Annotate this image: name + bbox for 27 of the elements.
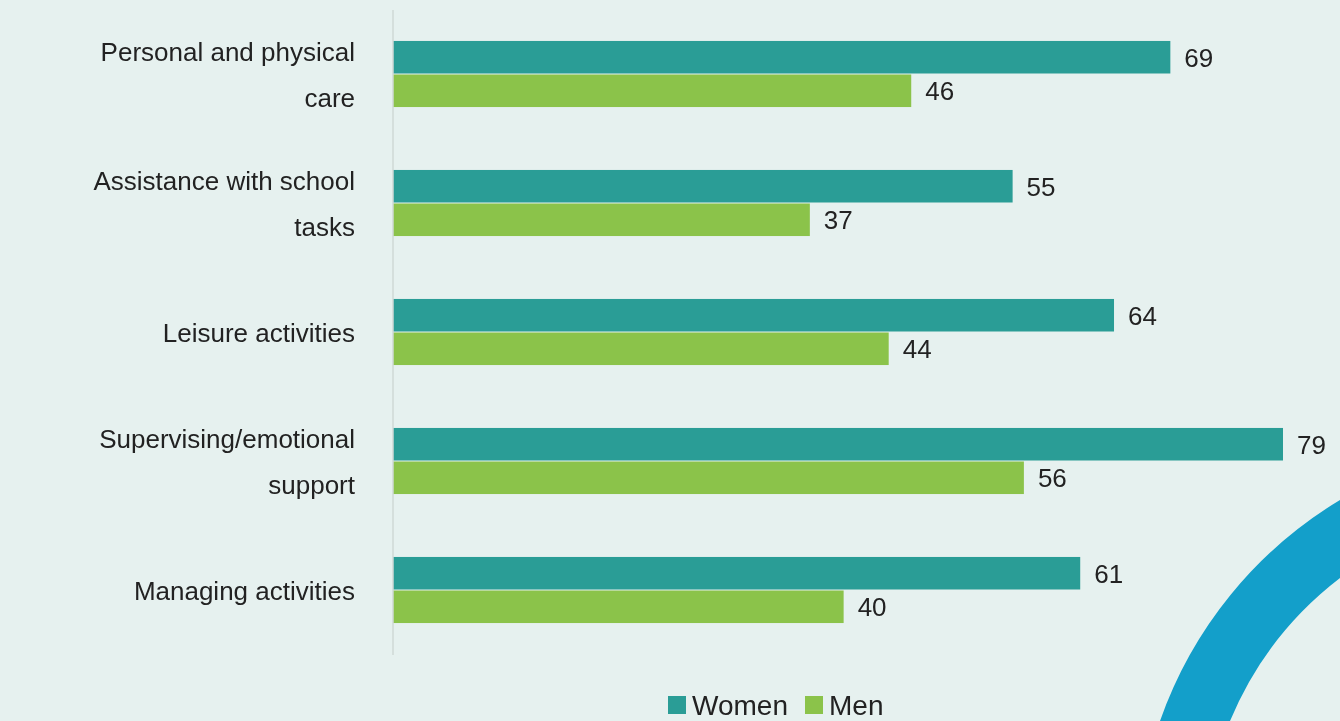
bar [393, 427, 1283, 461]
bar [393, 590, 844, 624]
bar [393, 169, 1013, 203]
data-label: 44 [902, 334, 932, 365]
bar [393, 556, 1081, 590]
data-label: 40 [857, 592, 887, 623]
y-tick-label: Leisure activities [162, 317, 355, 348]
data-label: 55 [1026, 171, 1056, 202]
data-label: 64 [1128, 300, 1157, 331]
bar [393, 40, 1171, 74]
data-label: 37 [823, 205, 853, 236]
data-label: 69 [1184, 42, 1214, 73]
y-tick-label: Personal and physical care [100, 36, 355, 113]
bar [393, 203, 810, 237]
y-tick-label: Managing activities [133, 575, 355, 606]
bar [393, 461, 1024, 495]
bar [393, 332, 889, 366]
legend-label: Men [829, 689, 884, 721]
y-tick-label: Supervising/emotional support [99, 423, 356, 500]
bar [393, 298, 1115, 332]
bar [393, 74, 912, 108]
data-label: 46 [925, 76, 955, 107]
y-tick-label: Assistance with school tasks [93, 165, 355, 242]
legend-label: Women [692, 689, 788, 721]
data-label: 61 [1094, 558, 1124, 589]
data-label: 56 [1037, 463, 1067, 494]
data-label: 79 [1297, 429, 1326, 460]
